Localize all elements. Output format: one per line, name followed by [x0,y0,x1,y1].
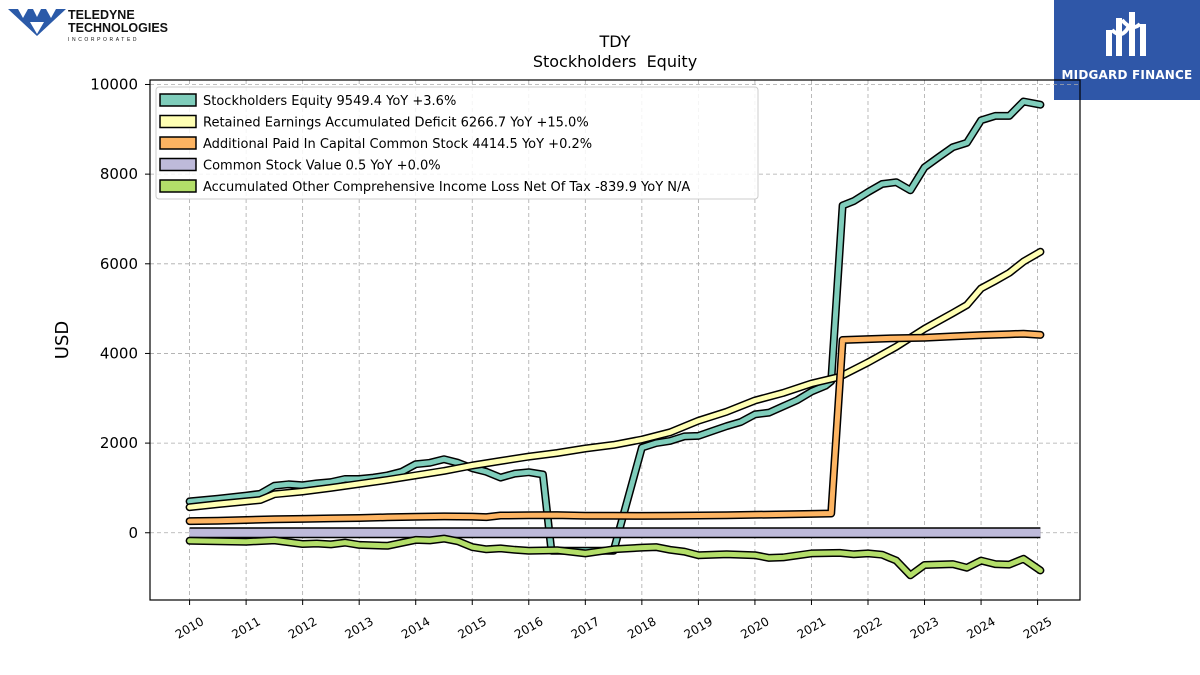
teledyne-logo: TELEDYNE TECHNOLOGIES INCORPORATED [6,6,181,46]
legend-label: Accumulated Other Comprehensive Income L… [203,180,690,195]
legend-swatch [159,179,197,193]
y-tick-label: 0 [128,524,138,542]
x-tick-label: 2025 [1021,614,1054,641]
chart-titles: TDY Stockholders Equity [150,32,1080,72]
legend-box [155,86,759,200]
y-axis-label: USD [52,321,73,359]
series-line [187,536,1043,578]
x-tick-label: 2021 [795,614,828,641]
x-tick-label: 2012 [286,614,319,641]
chart-title: TDY [599,32,631,51]
chart-subtitle: Stockholders Equity [532,52,698,71]
logo-line-1: TELEDYNE [68,8,135,22]
y-tick-label: 8000 [100,165,138,183]
legend-label: Common Stock Value 0.5 YoY +0.0% [203,159,441,174]
midgard-finance-text: MIDGARD FINANCE [1061,68,1193,82]
x-axis: 2010 2011 2012 2013 2014 2015 2016 2017 2018 2019… [173,600,1054,642]
x-tick-label: 2020 [738,614,771,641]
legend: Stockholders Equity 9549.4 YoY +3.6% Reta… [155,86,759,200]
midgard-emblem-icon [1106,12,1146,56]
series-5 [185,534,1045,580]
logo-line-3: INCORPORATED [68,37,139,43]
teledyne-logo-icon: TELEDYNE TECHNOLOGIES INCORPORATED [8,8,168,43]
y-tick-label: 2000 [100,434,138,452]
x-tick-label: 2011 [229,614,262,641]
legend-swatch [159,93,197,107]
logo-line-2: TECHNOLOGIES [68,21,168,35]
x-tick-label: 2023 [908,614,941,641]
legend-label: Additional Paid In Capital Common Stock … [203,137,592,152]
legend-swatch [159,136,197,150]
x-tick-label: 2016 [512,614,545,641]
legend-label: Retained Earnings Accumulated Deficit 62… [203,116,589,131]
x-tick-label: 2024 [964,614,997,641]
series-3 [185,329,1045,526]
x-tick-label: 2013 [342,614,375,641]
x-tick-label: 2018 [625,614,658,641]
y-tick-label: 6000 [100,255,138,273]
series-line [187,99,1043,554]
series-2 [185,247,1045,512]
x-tick-label: 2010 [173,614,206,641]
x-tick-label: 2015 [456,614,489,641]
series-1 [185,97,1045,555]
series-line [187,331,1043,524]
legend-swatch [159,114,197,129]
x-tick-label: 2017 [569,614,602,641]
midgard-finance-logo: MIDGARD FINANCE [1054,0,1200,100]
x-tick-label: 2022 [851,614,884,641]
series-layer [185,97,1045,580]
plot-frame [149,79,1081,601]
y-tick-label: 4000 [100,344,138,362]
y-axis: 0 2000 4000 6000 8000 10000 [90,75,150,542]
series-outline [185,247,1045,512]
x-tick-label: 2014 [399,614,432,641]
series-line [187,249,1043,510]
legend-label: Stockholders Equity 9549.4 YoY +3.6% [203,94,456,109]
legend-swatch [159,157,197,172]
y-tick-label: 10000 [90,75,138,93]
x-tick-label: 2019 [682,614,715,641]
